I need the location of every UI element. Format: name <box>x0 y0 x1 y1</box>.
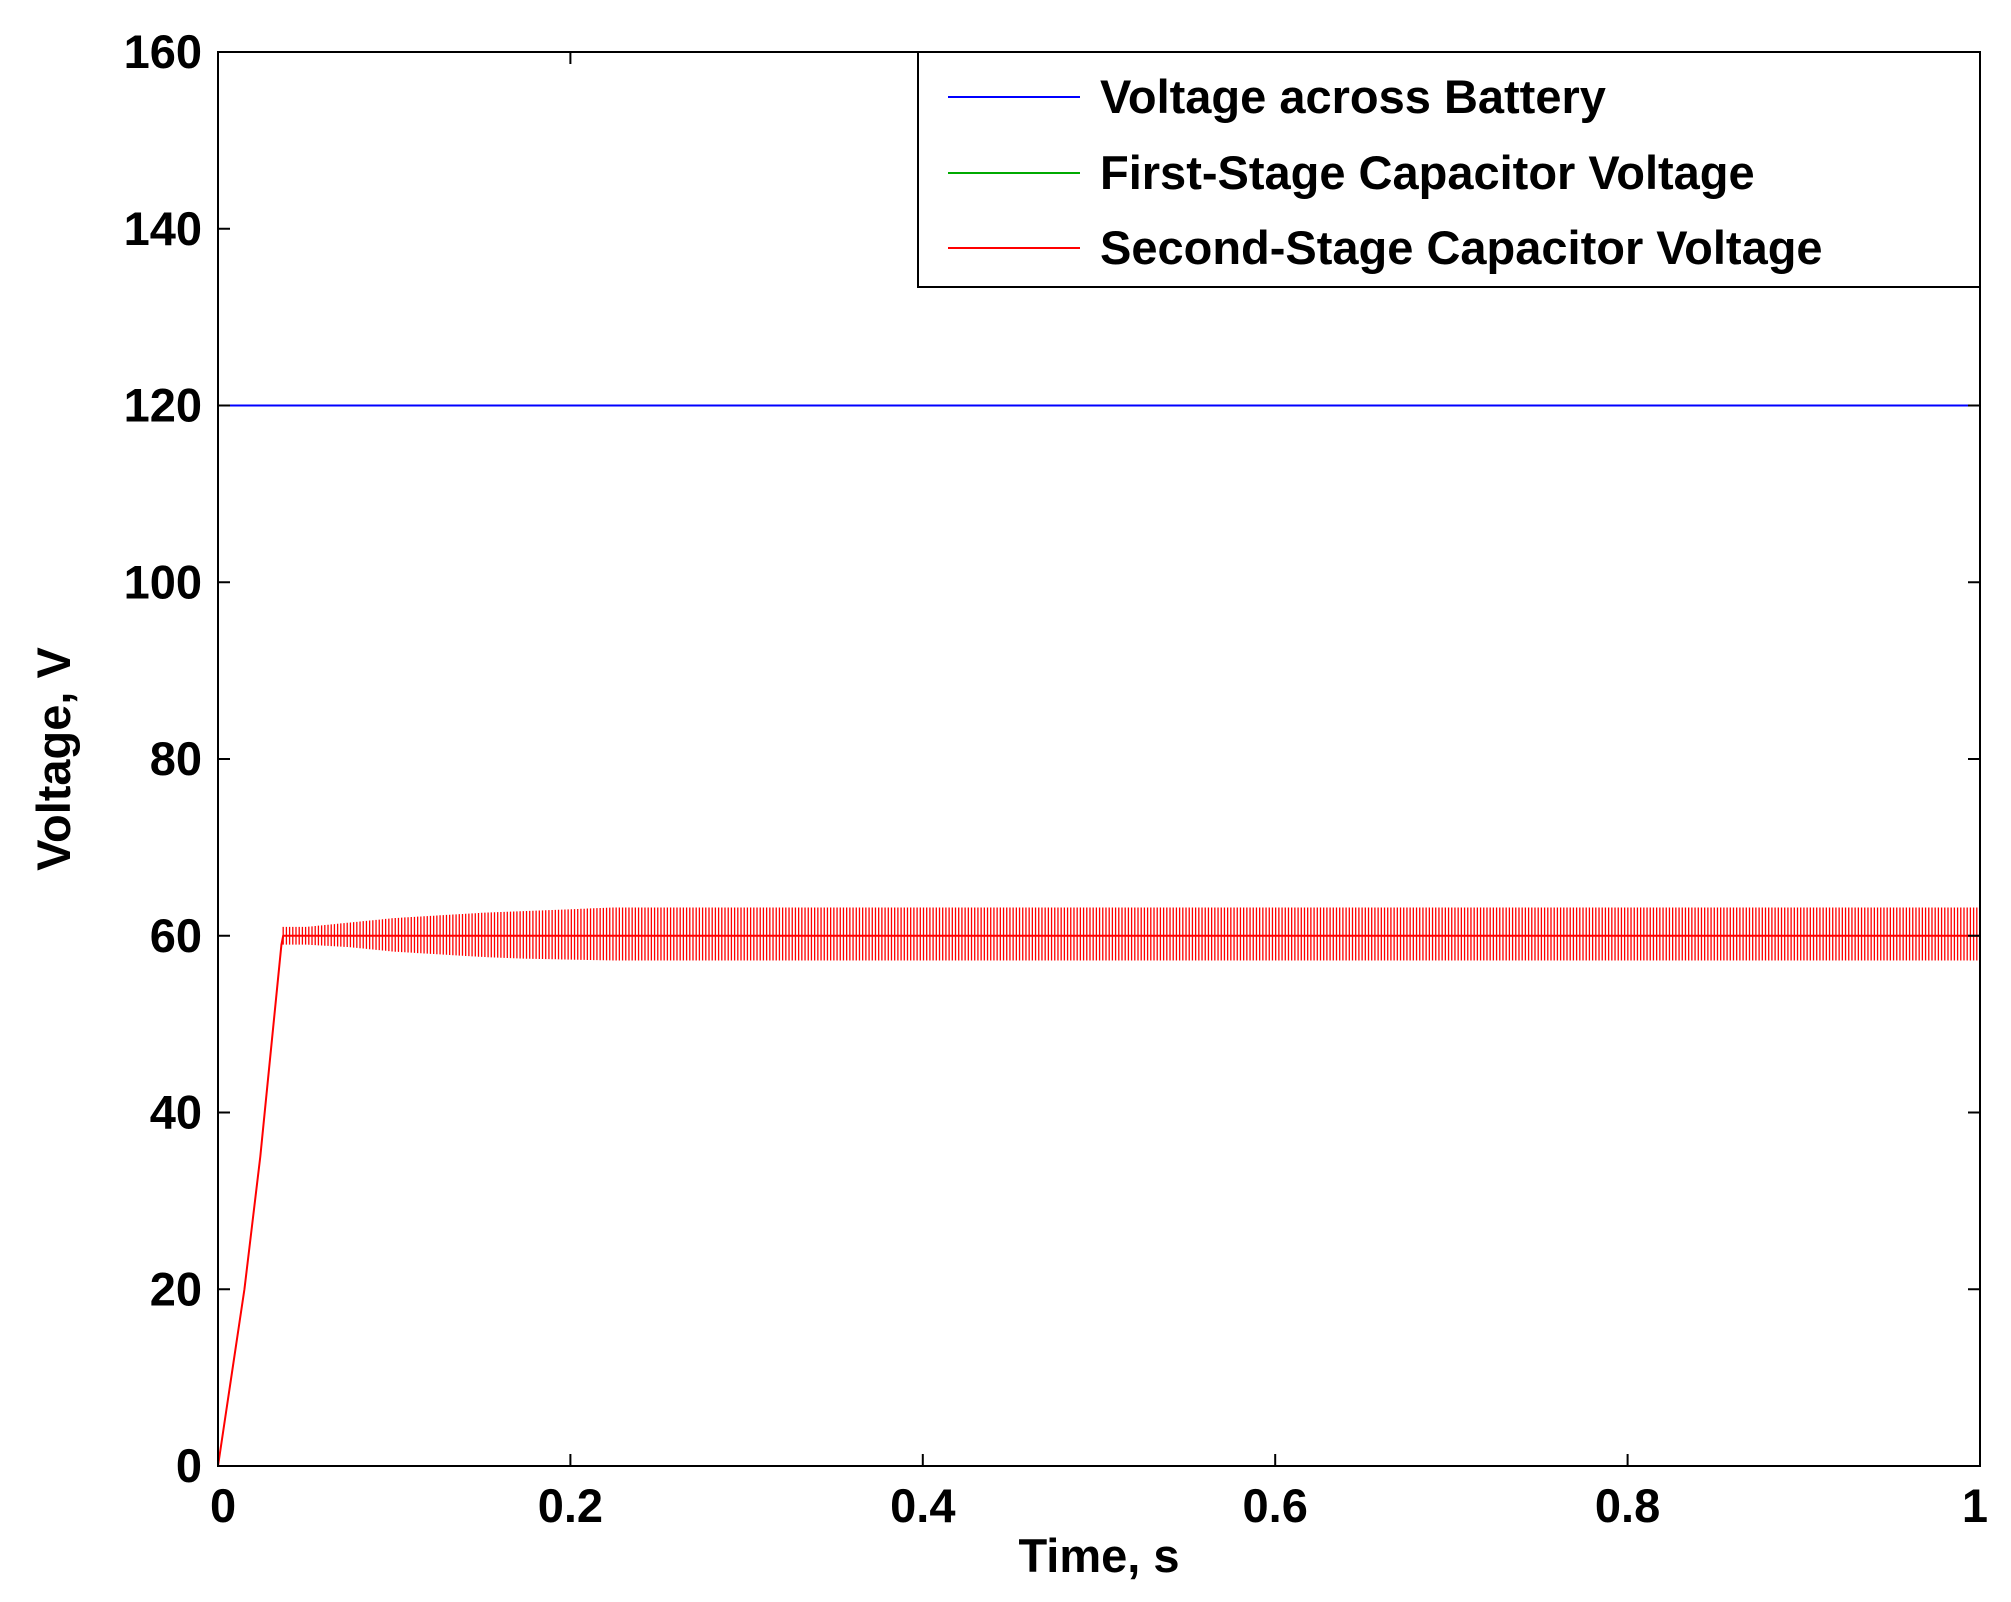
x-tick-label: 0.4 <box>890 1479 955 1532</box>
x-tick-label: 0 <box>210 1479 236 1532</box>
y-tick-label: 40 <box>150 1086 202 1139</box>
axis-labels: Time, s Voltage, V <box>27 646 1180 1582</box>
y-tick-label: 80 <box>150 732 202 785</box>
axes-layer: 0 0.2 0.4 0.6 0.8 1 0 20 40 60 80 100 120 140 160 <box>124 25 1988 1532</box>
y-tick-label: 60 <box>150 909 202 962</box>
y-tick-label: 20 <box>150 1262 202 1315</box>
legend-box <box>917 51 1981 288</box>
x-tick-label: 0.2 <box>538 1479 603 1532</box>
y-tick-label: 140 <box>124 202 202 255</box>
legend: Voltage across Battery First-Stage Capaci… <box>917 51 1981 288</box>
y-tick-label: 120 <box>124 379 202 432</box>
legend-label: First-Stage Capacitor Voltage <box>1100 146 1755 199</box>
legend-label: Voltage across Battery <box>1100 70 1606 123</box>
legend-entry-1: Voltage across Battery <box>948 70 1606 123</box>
x-tick-label: 0.8 <box>1595 1479 1660 1532</box>
y-tick-label: 0 <box>176 1439 202 1492</box>
x-tick-label: 0.6 <box>1243 1479 1308 1532</box>
legend-entry-2: First-Stage Capacitor Voltage <box>948 146 1755 199</box>
y-axis-title: Voltage, V <box>27 646 80 870</box>
legend-label: Second-Stage Capacitor Voltage <box>1100 221 1823 274</box>
y-tick-label: 100 <box>124 555 202 608</box>
x-tick-label: 1 <box>1962 1479 1988 1532</box>
y-tick-label: 160 <box>124 25 202 78</box>
x-axis-title: Time, s <box>1018 1529 1179 1582</box>
series-3 <box>217 907 1981 1467</box>
series-ripple-3 <box>282 907 1981 961</box>
legend-entry-3: Second-Stage Capacitor Voltage <box>948 221 1823 274</box>
